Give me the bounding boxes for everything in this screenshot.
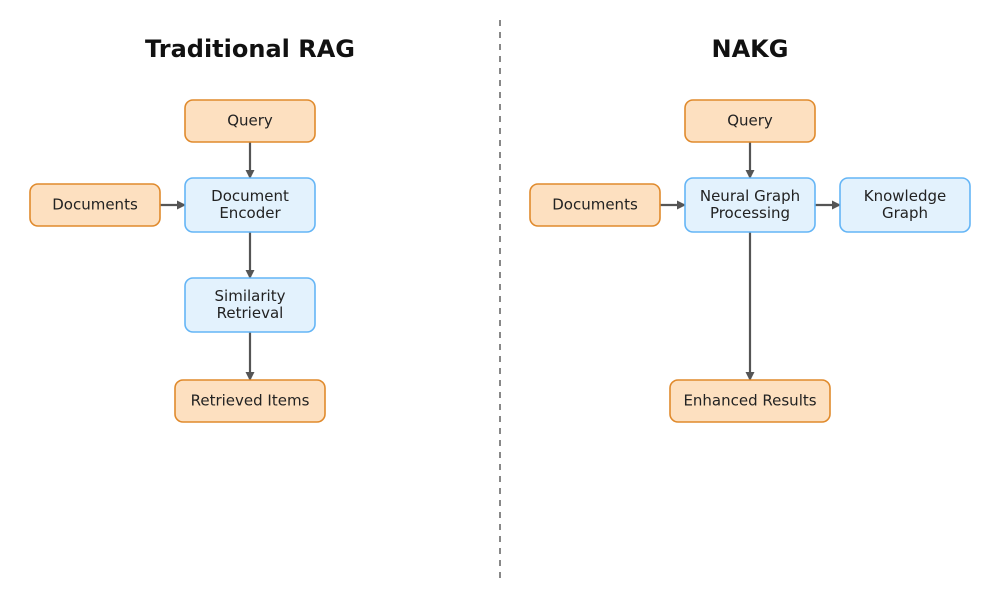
node-l_sim-label-1: Retrieval [217, 304, 284, 322]
node-r_out-label-0: Enhanced Results [683, 392, 816, 410]
left-title: Traditional RAG [145, 35, 355, 63]
node-r_kg-label-0: Knowledge [864, 187, 946, 205]
node-r_kg: KnowledgeGraph [840, 178, 970, 232]
node-l_query: Query [185, 100, 315, 142]
right-title: NAKG [712, 35, 789, 63]
node-l_docs: Documents [30, 184, 160, 226]
node-l_enc-label-1: Encoder [219, 204, 281, 222]
node-r_docs-label-0: Documents [552, 196, 638, 214]
node-r_query: Query [685, 100, 815, 142]
node-r_kg-label-1: Graph [882, 204, 928, 222]
node-r_query-label-0: Query [727, 112, 773, 130]
node-l_out: Retrieved Items [175, 380, 325, 422]
node-l_enc-label-0: Document [211, 187, 289, 205]
node-l_query-label-0: Query [227, 112, 273, 130]
node-l_sim-label-0: Similarity [215, 287, 286, 305]
node-l_sim: SimilarityRetrieval [185, 278, 315, 332]
node-r_proc-label-0: Neural Graph [700, 187, 800, 205]
node-l_out-label-0: Retrieved Items [191, 392, 310, 410]
node-r_proc: Neural GraphProcessing [685, 178, 815, 232]
node-l_docs-label-0: Documents [52, 196, 138, 214]
node-l_enc: DocumentEncoder [185, 178, 315, 232]
node-r_docs: Documents [530, 184, 660, 226]
node-r_proc-label-1: Processing [710, 204, 790, 222]
node-r_out: Enhanced Results [670, 380, 830, 422]
